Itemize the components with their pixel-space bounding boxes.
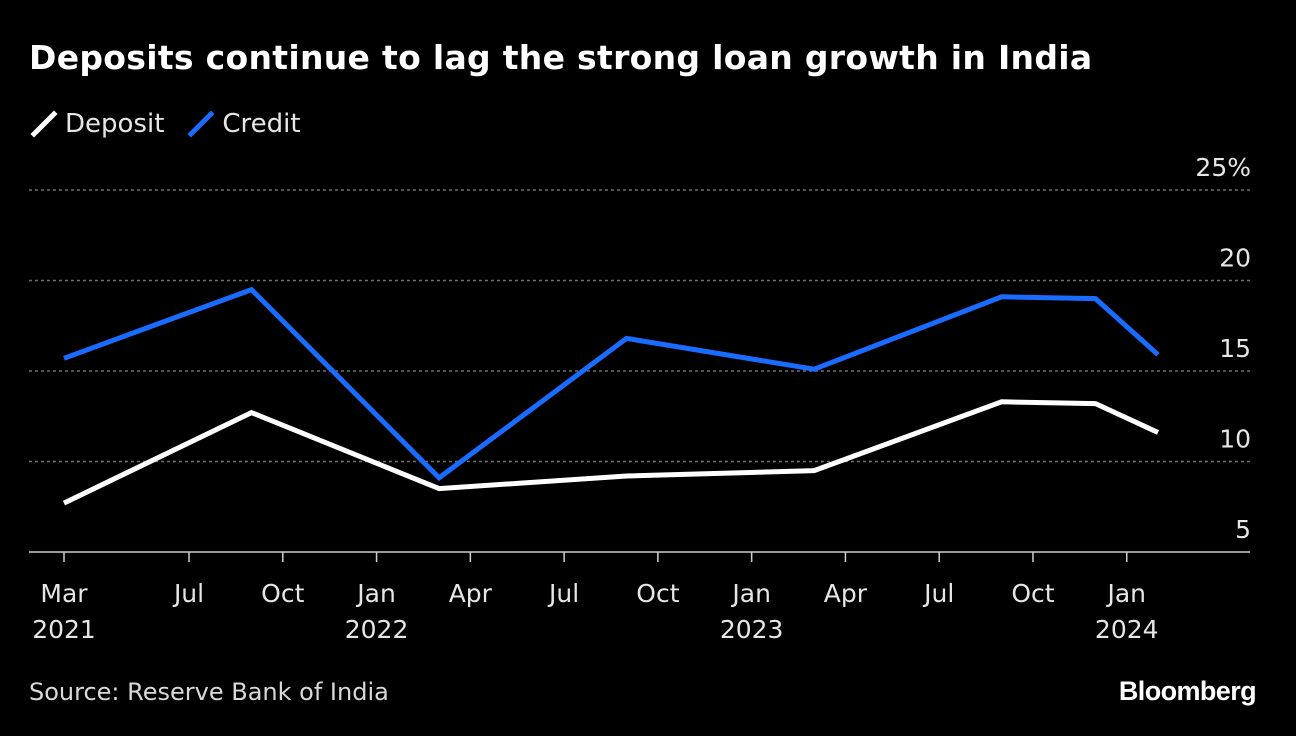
y-tick-label: 5 — [1235, 515, 1251, 544]
legend-item-deposit[interactable]: Deposit — [29, 109, 164, 139]
source-note: Source: Reserve Bank of India — [29, 678, 389, 706]
x-tick-year: 2024 — [1095, 615, 1159, 644]
legend: Deposit Credit — [29, 106, 323, 142]
x-tick-month: Oct — [261, 579, 304, 608]
legend-item-credit[interactable]: Credit — [186, 109, 301, 139]
x-tick-year: 2022 — [345, 615, 409, 644]
x-tick-month: Oct — [636, 579, 679, 608]
x-tick-month: Jan — [355, 579, 396, 608]
bloomberg-logo: Bloomberg — [1118, 676, 1257, 706]
legend-swatch-deposit — [30, 110, 58, 138]
x-tick-month: Jan — [730, 579, 771, 608]
x-tick-month: Apr — [824, 579, 868, 608]
x-tick-month: Jul — [172, 579, 204, 608]
x-tick-month: Jul — [547, 579, 579, 608]
legend-label-deposit: Deposit — [65, 109, 165, 139]
x-tick-month: Mar — [40, 579, 88, 608]
y-tick-label: 10 — [1219, 425, 1251, 454]
chart-title: Deposits continue to lag the strong loan… — [29, 38, 1093, 77]
x-tick-month: Jan — [1105, 579, 1146, 608]
y-tick-label: 15 — [1219, 334, 1251, 363]
legend-label-credit: Credit — [222, 109, 301, 139]
x-tick-year: 2023 — [720, 615, 784, 644]
y-tick-label: 25% — [1195, 153, 1251, 182]
legend-swatch-credit — [187, 110, 215, 138]
x-tick-month: Apr — [449, 579, 493, 608]
series-line-deposit — [62, 399, 1160, 506]
x-tick-month: Oct — [1011, 579, 1054, 608]
x-tick-year: 2021 — [32, 615, 96, 644]
series-line-credit — [63, 286, 1160, 482]
x-tick-month: Jul — [922, 579, 954, 608]
y-tick-label: 20 — [1219, 244, 1251, 273]
